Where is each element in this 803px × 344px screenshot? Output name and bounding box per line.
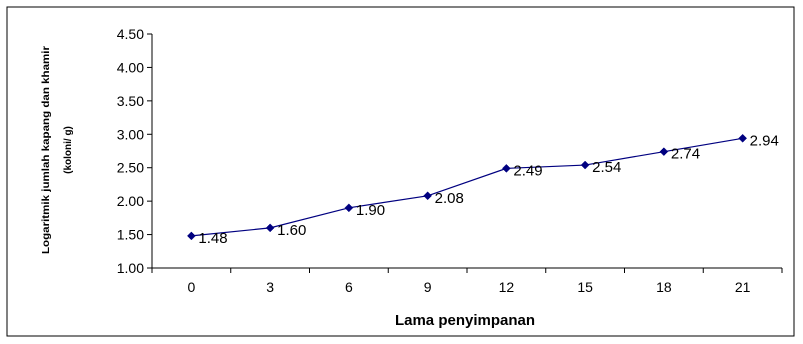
y-tick-label: 1.50 — [117, 227, 144, 243]
y-tick-label: 2.00 — [117, 193, 144, 209]
y-tick-label: 4.50 — [117, 26, 144, 42]
data-point-marker — [187, 231, 196, 241]
y-axis-title-line2: (koloni/ g) — [63, 126, 74, 174]
data-point-marker — [580, 160, 590, 170]
x-tick-label: 9 — [424, 279, 432, 295]
data-point-marker — [659, 147, 669, 157]
y-axis-title-line1: Logaritmik jumlah kapang dan khamir — [41, 46, 52, 254]
data-point-marker — [502, 164, 511, 173]
y-tick-label: 3.50 — [117, 93, 144, 109]
series-line — [191, 137, 743, 237]
data-point-marker — [423, 191, 432, 201]
y-tick-label: 1.00 — [117, 260, 144, 276]
data-label: 1.90 — [356, 202, 385, 219]
x-tick-label: 6 — [345, 279, 353, 295]
y-tick-label: 4.00 — [117, 59, 144, 75]
data-label: 2.08 — [435, 190, 464, 207]
data-point-marker — [344, 203, 354, 213]
data-label: 2.49 — [513, 162, 542, 179]
data-label: 1.48 — [198, 230, 227, 247]
data-label: 2.94 — [750, 132, 779, 149]
x-tick-label: 3 — [266, 279, 274, 295]
chart-frame — [6, 6, 795, 337]
x-tick-label: 15 — [577, 279, 593, 295]
data-label: 2.54 — [592, 159, 621, 176]
data-point-marker — [738, 133, 747, 143]
y-tick-label: 3.00 — [117, 126, 144, 142]
data-point-marker — [265, 223, 275, 233]
x-axis-title: Lama penyimpanan — [395, 312, 535, 329]
x-tick-label: 0 — [187, 279, 195, 295]
x-tick-label: 21 — [735, 279, 751, 295]
x-tick-label: 12 — [499, 279, 515, 295]
y-tick-label: 2.50 — [117, 160, 144, 176]
data-label: 1.60 — [277, 222, 306, 239]
x-tick-label: 18 — [656, 279, 672, 295]
data-label: 2.74 — [671, 146, 700, 163]
